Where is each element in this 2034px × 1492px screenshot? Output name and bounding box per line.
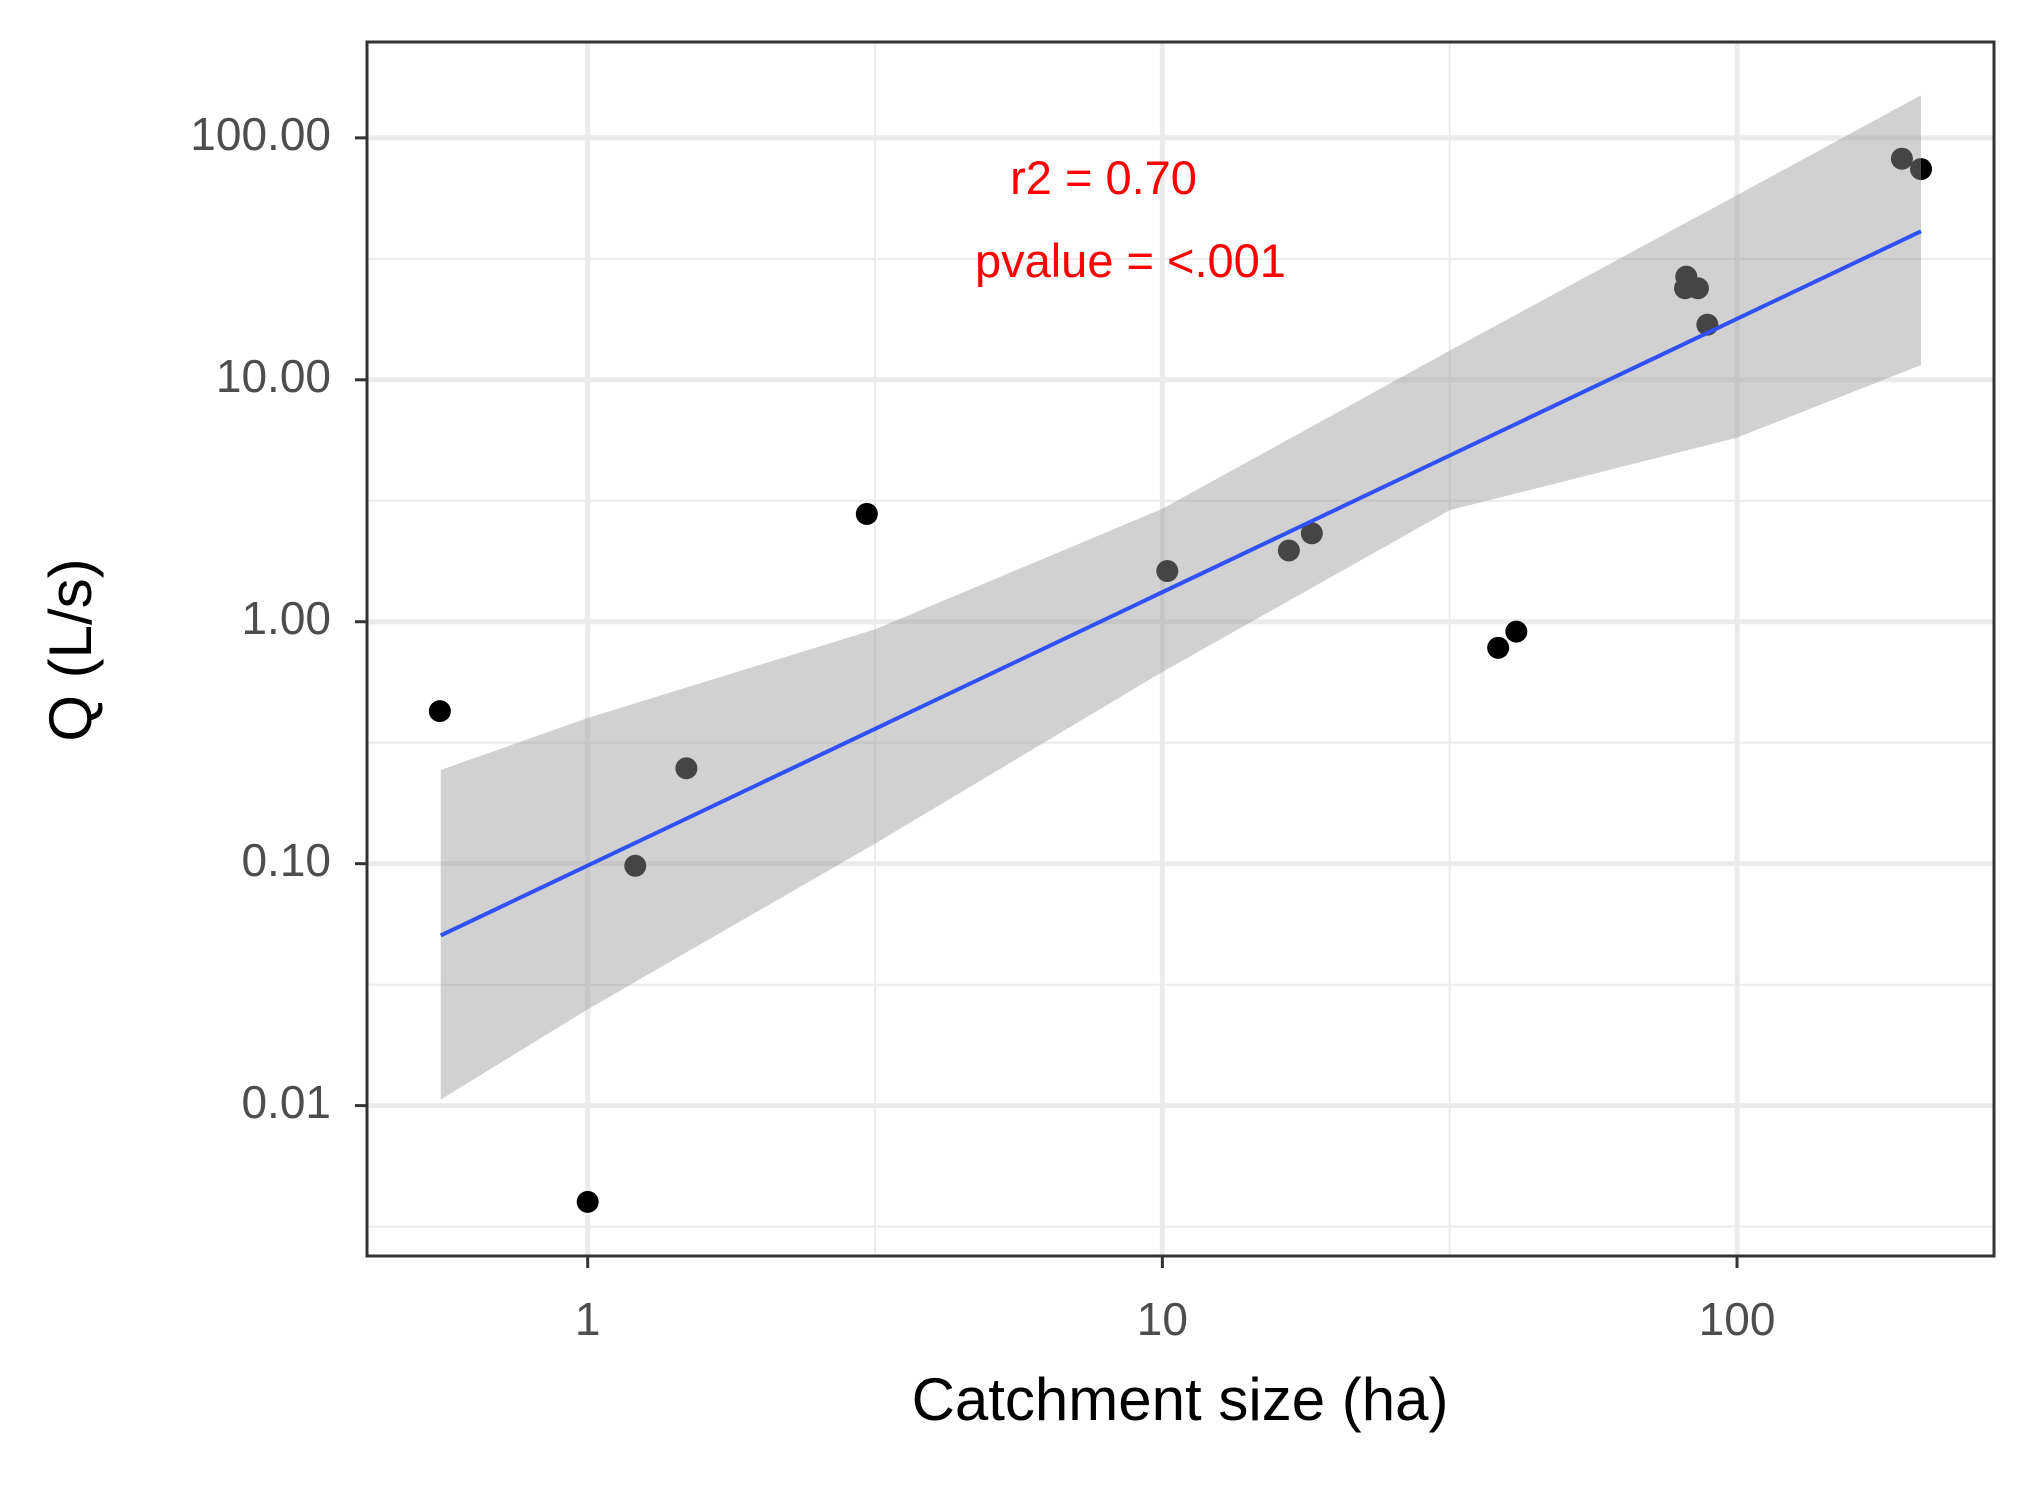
data-point bbox=[428, 700, 451, 723]
annotation: r2 = 0.70 bbox=[1010, 151, 1197, 204]
y-tick-label: 10.00 bbox=[216, 350, 331, 402]
x-tick-label: 1 bbox=[575, 1293, 601, 1345]
x-axis-title: Catchment size (ha) bbox=[912, 1366, 1449, 1433]
data-point bbox=[1686, 277, 1709, 300]
y-axis-title: Q (L/s) bbox=[37, 558, 104, 741]
y-tick-label: 0.01 bbox=[241, 1076, 331, 1128]
x-tick-label: 100 bbox=[1699, 1293, 1776, 1345]
data-point bbox=[675, 757, 698, 780]
y-tick-label: 0.10 bbox=[241, 834, 331, 886]
y-tick-label: 1.00 bbox=[241, 592, 331, 644]
y-tick-label: 100.00 bbox=[190, 108, 331, 160]
data-point bbox=[1300, 522, 1323, 545]
data-point bbox=[1505, 620, 1528, 643]
data-point bbox=[1277, 539, 1300, 562]
data-point bbox=[1487, 636, 1510, 659]
x-tick-label: 10 bbox=[1137, 1293, 1188, 1345]
data-point bbox=[624, 854, 647, 877]
data-point bbox=[1890, 147, 1913, 170]
data-point bbox=[855, 502, 878, 525]
plot-background bbox=[367, 42, 1994, 1256]
data-point bbox=[576, 1190, 599, 1213]
confidence-band bbox=[440, 95, 1922, 1100]
annotation: pvalue = <.001 bbox=[975, 234, 1286, 287]
plot-border bbox=[365, 40, 1996, 1258]
data-point bbox=[1156, 560, 1179, 583]
data-point bbox=[1910, 158, 1933, 181]
fit-line bbox=[439, 229, 1922, 938]
